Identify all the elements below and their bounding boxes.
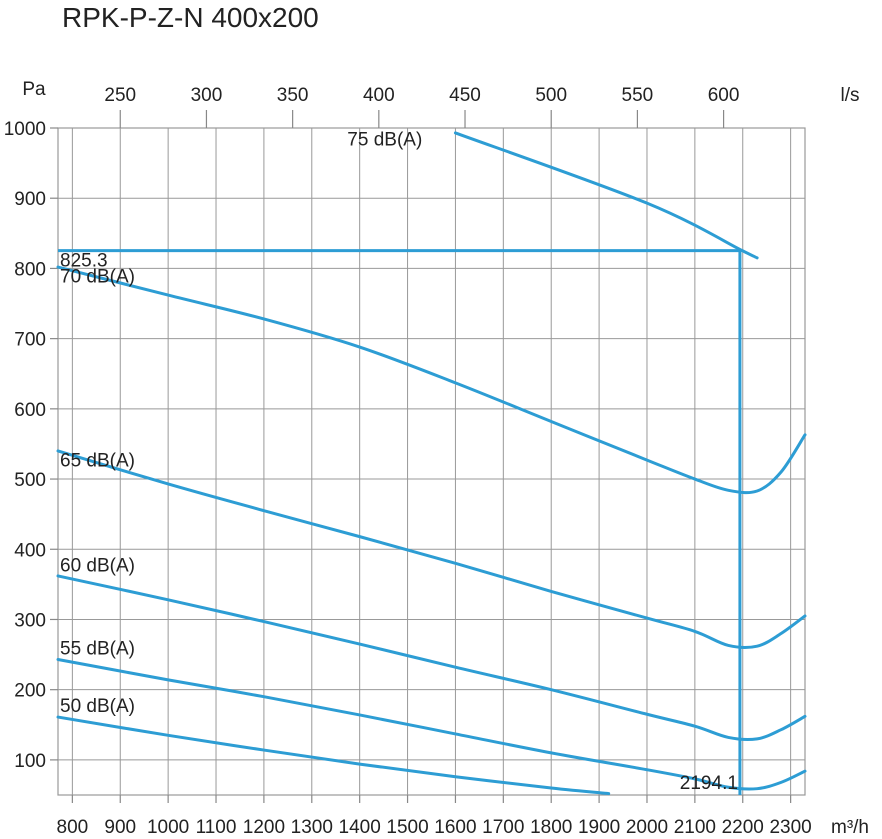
x-tick-label: 1900 [578,817,620,838]
y-tick-label: 800 [14,259,46,280]
curve-55dba [56,657,807,791]
x2-tick-label: 450 [449,85,481,106]
curve-label-60dba: 60 dB(A) [60,556,135,577]
x-tick-label: 1000 [147,817,189,838]
curve-65dba [56,449,807,649]
operating-point-flow-label: 2194.1 [680,773,738,794]
x-axis-unit: m³/h [831,817,869,838]
x-tick-label: 1500 [386,817,428,838]
curve-label-55dba: 55 dB(A) [60,639,135,660]
x-tick-label: 1200 [243,817,285,838]
x2-tick-label: 350 [277,85,309,106]
x-tick-label: 1100 [196,817,237,838]
x-tick-label: 1600 [434,817,476,838]
x2-tick-label: 250 [104,85,136,106]
x-tick-label: 1400 [339,817,381,838]
curve-50dba [56,715,611,796]
y-tick-label: 200 [14,681,46,702]
y-tick-label: 700 [14,330,46,351]
curve-label-50dba: 50 dB(A) [60,696,135,717]
y-tick-label: 500 [14,470,46,491]
x-tick-label: 1700 [482,817,524,838]
y-tick-label: 900 [14,189,46,210]
x2-tick-label: 550 [622,85,654,106]
curve-label-75dba: 75 dB(A) [347,130,422,151]
plot-frame [57,127,806,796]
x-tick-label: 2100 [674,817,716,838]
curve-label-70dba: 70 dB(A) [60,266,135,287]
x2-axis-unit: l/s [841,85,860,106]
y-tick-label: 1000 [4,119,46,140]
y-tick-label: 400 [14,540,46,561]
x-tick-label: 1300 [291,817,333,838]
curve-75dba [453,131,759,260]
y-tick-label: 600 [14,400,46,421]
y-tick-label: 300 [14,610,46,631]
curve-70dba [56,265,807,495]
x-tick-label: 900 [104,817,136,838]
x-tick-label: 2000 [626,817,668,838]
x-tick-label: 1800 [530,817,572,838]
curve-60dba [56,574,807,742]
curve-label-65dba: 65 dB(A) [60,450,135,471]
x2-tick-label: 300 [191,85,223,106]
x2-tick-label: 600 [708,85,740,106]
y-axis-unit: Pa [22,79,46,100]
chart-title: RPK-P-Z-N 400x200 [62,2,319,33]
x-tick-label: 2200 [722,817,764,838]
x-tick-label: 2300 [769,817,811,838]
x-tick-label: 800 [57,817,89,838]
x2-tick-label: 400 [363,85,395,106]
operating-point-pressure-label: 825.3 [60,251,108,272]
x2-tick-label: 500 [535,85,567,106]
y-tick-label: 100 [14,751,46,772]
